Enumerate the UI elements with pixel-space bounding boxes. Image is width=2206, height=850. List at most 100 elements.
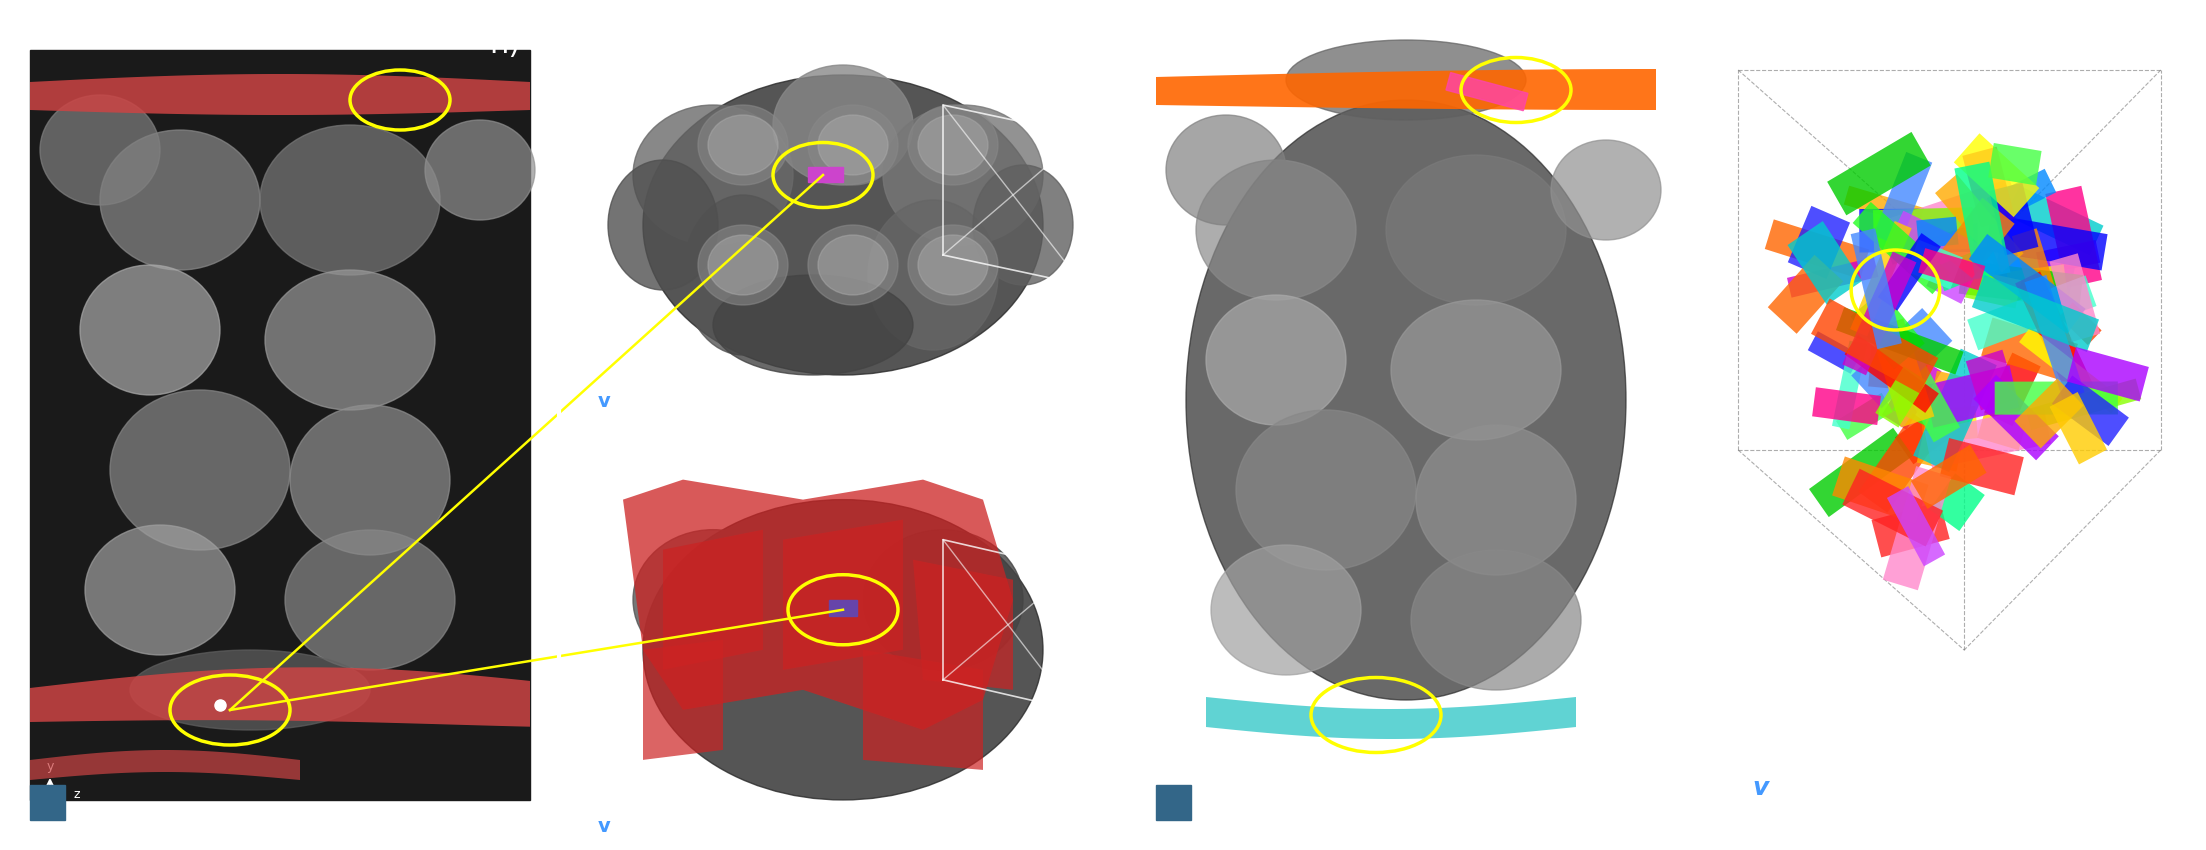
Ellipse shape [1286,40,1527,120]
Bar [829,600,856,615]
Polygon shape [1787,257,1880,298]
Polygon shape [1955,162,2010,280]
Polygon shape [1988,143,2041,185]
Polygon shape [2036,240,2100,275]
Ellipse shape [633,530,792,670]
Ellipse shape [426,120,536,220]
PathPatch shape [1156,69,1657,110]
Text: v: v [598,392,611,411]
Polygon shape [1809,428,1913,517]
Ellipse shape [289,405,450,555]
Text: i): i) [1083,15,1103,44]
Polygon shape [2005,185,2105,255]
Ellipse shape [807,225,898,305]
Polygon shape [2018,327,2122,413]
Ellipse shape [265,270,435,410]
Text: y: y [46,760,53,773]
Polygon shape [1884,466,1950,590]
Polygon shape [1851,291,1926,370]
Polygon shape [1930,473,1985,531]
PathPatch shape [31,750,300,780]
Polygon shape [1919,248,1985,291]
Polygon shape [1857,413,1941,513]
Ellipse shape [818,235,889,295]
Polygon shape [2014,271,2096,399]
Polygon shape [1831,341,1866,429]
Bar [31,50,529,800]
Polygon shape [2052,376,2129,446]
Text: l): l) [2171,20,2191,49]
Polygon shape [1992,252,2076,298]
PathPatch shape [1207,697,1575,739]
Polygon shape [1835,307,1963,375]
Text: di: di [576,817,593,836]
Polygon shape [2049,253,2100,342]
Ellipse shape [633,105,792,245]
Polygon shape [1955,133,2038,217]
Polygon shape [2014,378,2082,448]
Polygon shape [1873,207,1974,252]
Polygon shape [913,559,1013,690]
Polygon shape [1842,252,1917,375]
Polygon shape [1787,221,1862,305]
Polygon shape [1877,233,1941,311]
Text: a: a [609,817,620,836]
Ellipse shape [1196,160,1357,300]
Polygon shape [2067,347,2149,401]
Text: z: z [1200,789,1204,802]
Polygon shape [1893,388,1970,442]
Polygon shape [2012,229,2063,318]
Polygon shape [1888,178,2018,249]
Polygon shape [1935,174,2023,272]
Ellipse shape [863,530,1024,670]
Text: z: z [73,789,79,802]
Polygon shape [1851,229,1902,349]
Polygon shape [1939,198,2014,278]
Polygon shape [664,530,763,670]
Polygon shape [1966,269,2021,309]
Polygon shape [1811,298,1939,394]
PathPatch shape [31,74,529,115]
Polygon shape [1906,240,1963,289]
Ellipse shape [609,160,717,290]
Polygon shape [1873,152,1932,246]
Ellipse shape [918,235,988,295]
Ellipse shape [79,265,221,395]
Polygon shape [1921,405,1979,443]
Ellipse shape [130,650,371,730]
Polygon shape [1882,356,1941,430]
Polygon shape [2025,378,2142,430]
Ellipse shape [807,105,898,185]
Bar [1156,785,1191,820]
Polygon shape [1807,332,1860,374]
Polygon shape [1871,319,1935,428]
Ellipse shape [818,115,889,175]
Polygon shape [2058,303,2102,345]
Polygon shape [622,479,1013,730]
Ellipse shape [708,115,779,175]
Polygon shape [1959,260,2082,309]
Text: di: di [576,392,593,411]
Polygon shape [1853,202,1950,294]
Polygon shape [1974,375,2058,461]
Polygon shape [1926,231,1988,303]
Polygon shape [1939,438,2023,496]
Polygon shape [1895,403,1961,464]
Ellipse shape [260,125,439,275]
Polygon shape [1842,468,1943,547]
Ellipse shape [110,390,289,550]
Polygon shape [1833,456,1928,524]
Ellipse shape [772,65,913,185]
Polygon shape [783,519,902,670]
Polygon shape [1827,132,1930,215]
Polygon shape [1981,318,2078,382]
Text: di: di [1718,776,1741,800]
Text: v: v [1754,776,1769,800]
Polygon shape [642,640,724,760]
Polygon shape [1917,371,1977,472]
Ellipse shape [697,225,788,305]
Polygon shape [863,649,984,770]
Ellipse shape [1412,550,1582,690]
Bar [1445,72,1529,110]
Polygon shape [1910,445,1988,509]
